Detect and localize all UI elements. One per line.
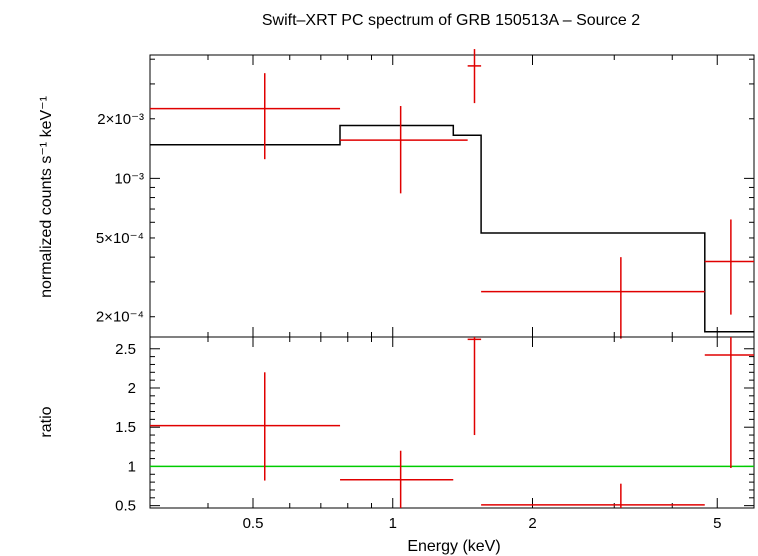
ratio-y-tick-label: 2.5	[115, 341, 136, 358]
ratio-y-axis-label: ratio	[38, 406, 55, 437]
model-step-line	[150, 124, 754, 333]
spectrum-plot-area: 2×10⁻⁴ 5×10⁻⁴ 10⁻³ 2×10⁻³	[96, 49, 755, 339]
spectrum-y-tick-label: 2×10⁻³	[97, 111, 144, 128]
spectrum-y-tick-label: 2×10⁻⁴	[96, 309, 144, 326]
ratio-frame	[149, 336, 755, 509]
ratio-plot-area: 0.5 1 1.5 2 2.5	[115, 336, 755, 515]
ratio-panel: 0.5 1 1.5 2 2.5 ratio	[38, 336, 755, 515]
ratio-y-tick-label: 2	[128, 380, 136, 397]
spectrum-y-axis-label: normalized counts s⁻¹ keV⁻¹	[38, 96, 55, 298]
spectrum-y-tick-label: 5×10⁻⁴	[96, 230, 144, 247]
x-tick-label: 2	[528, 515, 536, 532]
ratio-y-tick-label: 0.5	[115, 498, 136, 515]
chart-title: Swift–XRT PC spectrum of GRB 150513A – S…	[262, 12, 640, 29]
x-axis-label: Energy (keV)	[407, 538, 500, 555]
x-tick-label: 0.5	[243, 515, 264, 532]
x-tick-label: 5	[713, 515, 721, 532]
spectrum-y-tick-label: 10⁻³	[114, 170, 144, 187]
spectrum-frame	[149, 54, 755, 338]
x-axis-tick-labels: 0.5 1 2 5	[243, 515, 722, 532]
spectrum-panel: 2×10⁻⁴ 5×10⁻⁴ 10⁻³ 2×10⁻³ normalized counts…	[38, 49, 755, 339]
ratio-y-tick-label: 1.5	[115, 419, 136, 436]
ratio-y-tick-label: 1	[128, 458, 136, 475]
x-tick-label: 1	[389, 515, 397, 532]
